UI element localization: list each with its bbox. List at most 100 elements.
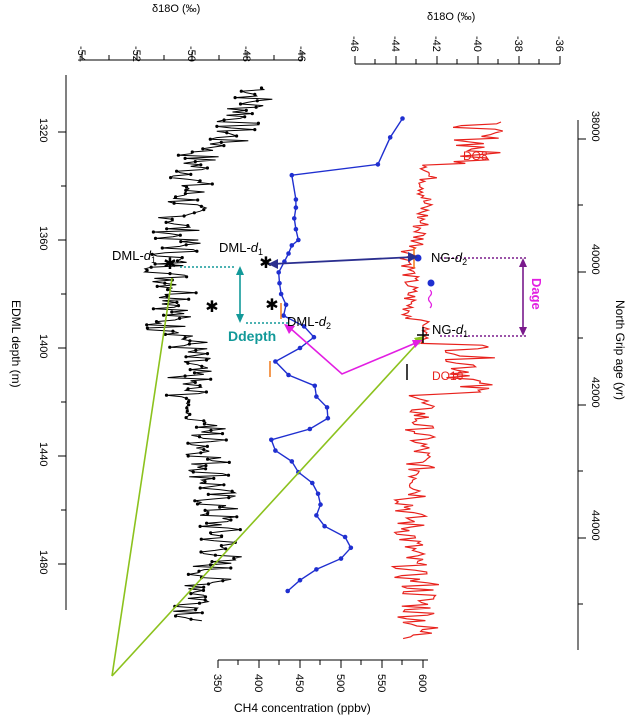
ddepth-arrowhead [236,314,244,323]
edml-d18o-point [202,585,206,589]
edml-depth-axis: 1320 1360 1400 1440 1480 EDML depth (m) [9,75,67,610]
edml-d18o-point [170,310,174,314]
edml-d18o-point [202,419,206,423]
edml-d18o-point [206,492,210,496]
edml-top-tick-label: -50 [185,46,197,62]
edml-d18o-point [220,432,225,436]
ch4-point [314,394,319,399]
edml-d18o-point [196,198,200,202]
edml-d18o-point [145,323,149,327]
edml-d18o-point [199,163,203,167]
ch4-point [297,577,303,583]
edml-d18o-point [256,121,260,125]
ch4-point [312,383,318,389]
annotations [180,252,527,375]
edml-depth-tick-label: 1400 [37,334,49,358]
edml-d18o-point [187,403,191,407]
dage-arrowhead [519,258,527,267]
edml-d18o-point [202,208,206,212]
edml-d18o-point [195,249,199,253]
edml-d18o-point [184,396,188,400]
edml-d18o-point [200,364,204,368]
edml-d18o-point [193,499,197,503]
edml-d18o-point [210,182,214,186]
edml-d18o-point [198,179,202,183]
red-star-marker: ✱ [163,256,176,273]
edml-d18o-point [253,128,257,132]
edml-d18o-point [221,579,225,583]
ch4-point [318,502,323,507]
ngrip-age-axis-label: North Grip age (yr) [613,300,627,400]
edml-d18o-point [169,176,173,180]
edml-d18o-point [203,480,207,484]
label-ng-d2: NG-d2 [431,250,467,267]
ch4-point [273,448,278,453]
edml-d18o-series [143,86,273,622]
edml-depth-tick-label: 1440 [37,442,49,466]
edml-d18o-point [188,368,192,372]
ch4-point [281,313,286,318]
edml-d18o-point [145,268,149,272]
edml-d18o-point [235,515,239,519]
ch4-point [286,251,291,256]
edml-d18o-point [250,112,254,116]
edml-d18o-point [259,86,264,90]
edml-d18o-point [232,556,236,561]
edml-d18o-point [226,473,231,477]
edml-d18o-point [165,227,169,231]
edml-d18o-point [182,214,186,218]
edml-d18o-point [219,544,223,548]
edml-d18o-point [201,147,205,151]
ch4-point [286,372,291,378]
edml-d18o-point [205,521,209,525]
edml-d18o-point [191,470,195,474]
edml-d18o-point [162,313,166,317]
edml-d18o-point [195,502,200,506]
ngrip-top-tick-label: -44 [389,36,401,52]
ch4-point [301,324,307,329]
ngrip-age-tick-label: 44000 [589,510,601,541]
edml-d18o-point [254,105,258,109]
edml-d18o-point [209,531,213,535]
edml-d18o-point [189,592,193,596]
green-tie-line [111,277,173,677]
edml-depth-axis-label: EDML depth (m) [9,300,23,388]
edml-d18o-point [225,131,229,135]
edml-d18o-point [178,316,182,320]
edml-d18o-point [206,511,210,516]
ngrip-age-tick-label: 38000 [589,111,601,142]
edml-d18o-point [153,236,158,240]
edml-d18o-point [192,211,196,215]
edml-d18o-point [186,361,190,365]
magenta-squiggle [427,289,433,309]
edml-d18o-point [180,256,184,260]
label-dml-d2: DML-d2 [287,314,331,331]
edml-d18o-point [184,416,188,420]
edml-d18o-point [151,307,155,311]
edml-d18o-point [218,505,222,509]
ch4-point [338,556,344,561]
markers: ✱ ✱ ✱ ✱ [163,248,435,380]
edml-d18o-point [175,169,179,173]
label-ng-d1: NG-d1 [432,322,468,339]
navy-double-arrow [271,256,415,265]
red-star-marker: ✱ [259,255,272,272]
edml-d18o-point [186,572,190,577]
ch4-point [315,491,321,497]
edml-d18o-point [253,92,257,96]
ch4-point [348,545,354,551]
edml-d18o-point [198,524,202,529]
edml-d18o-point [190,150,194,154]
edml-top-tick-label: -48 [240,46,252,62]
ngrip-top-axis: -46 -44 -42 -40 -38 -36 δ18O (‰) [348,11,565,65]
ch4-point [291,216,297,221]
edml-d18o-point [175,300,179,304]
ngrip-top-tick-label: -46 [348,36,360,52]
edml-d18o-point [183,336,187,340]
edml-d18o-point [255,99,259,103]
edml-d18o-point [187,297,191,301]
ch4-point [296,237,301,243]
ngrip-d18o-series [390,121,503,640]
label-ddepth: Ddepth [228,328,276,344]
edml-d18o-point [176,304,181,308]
